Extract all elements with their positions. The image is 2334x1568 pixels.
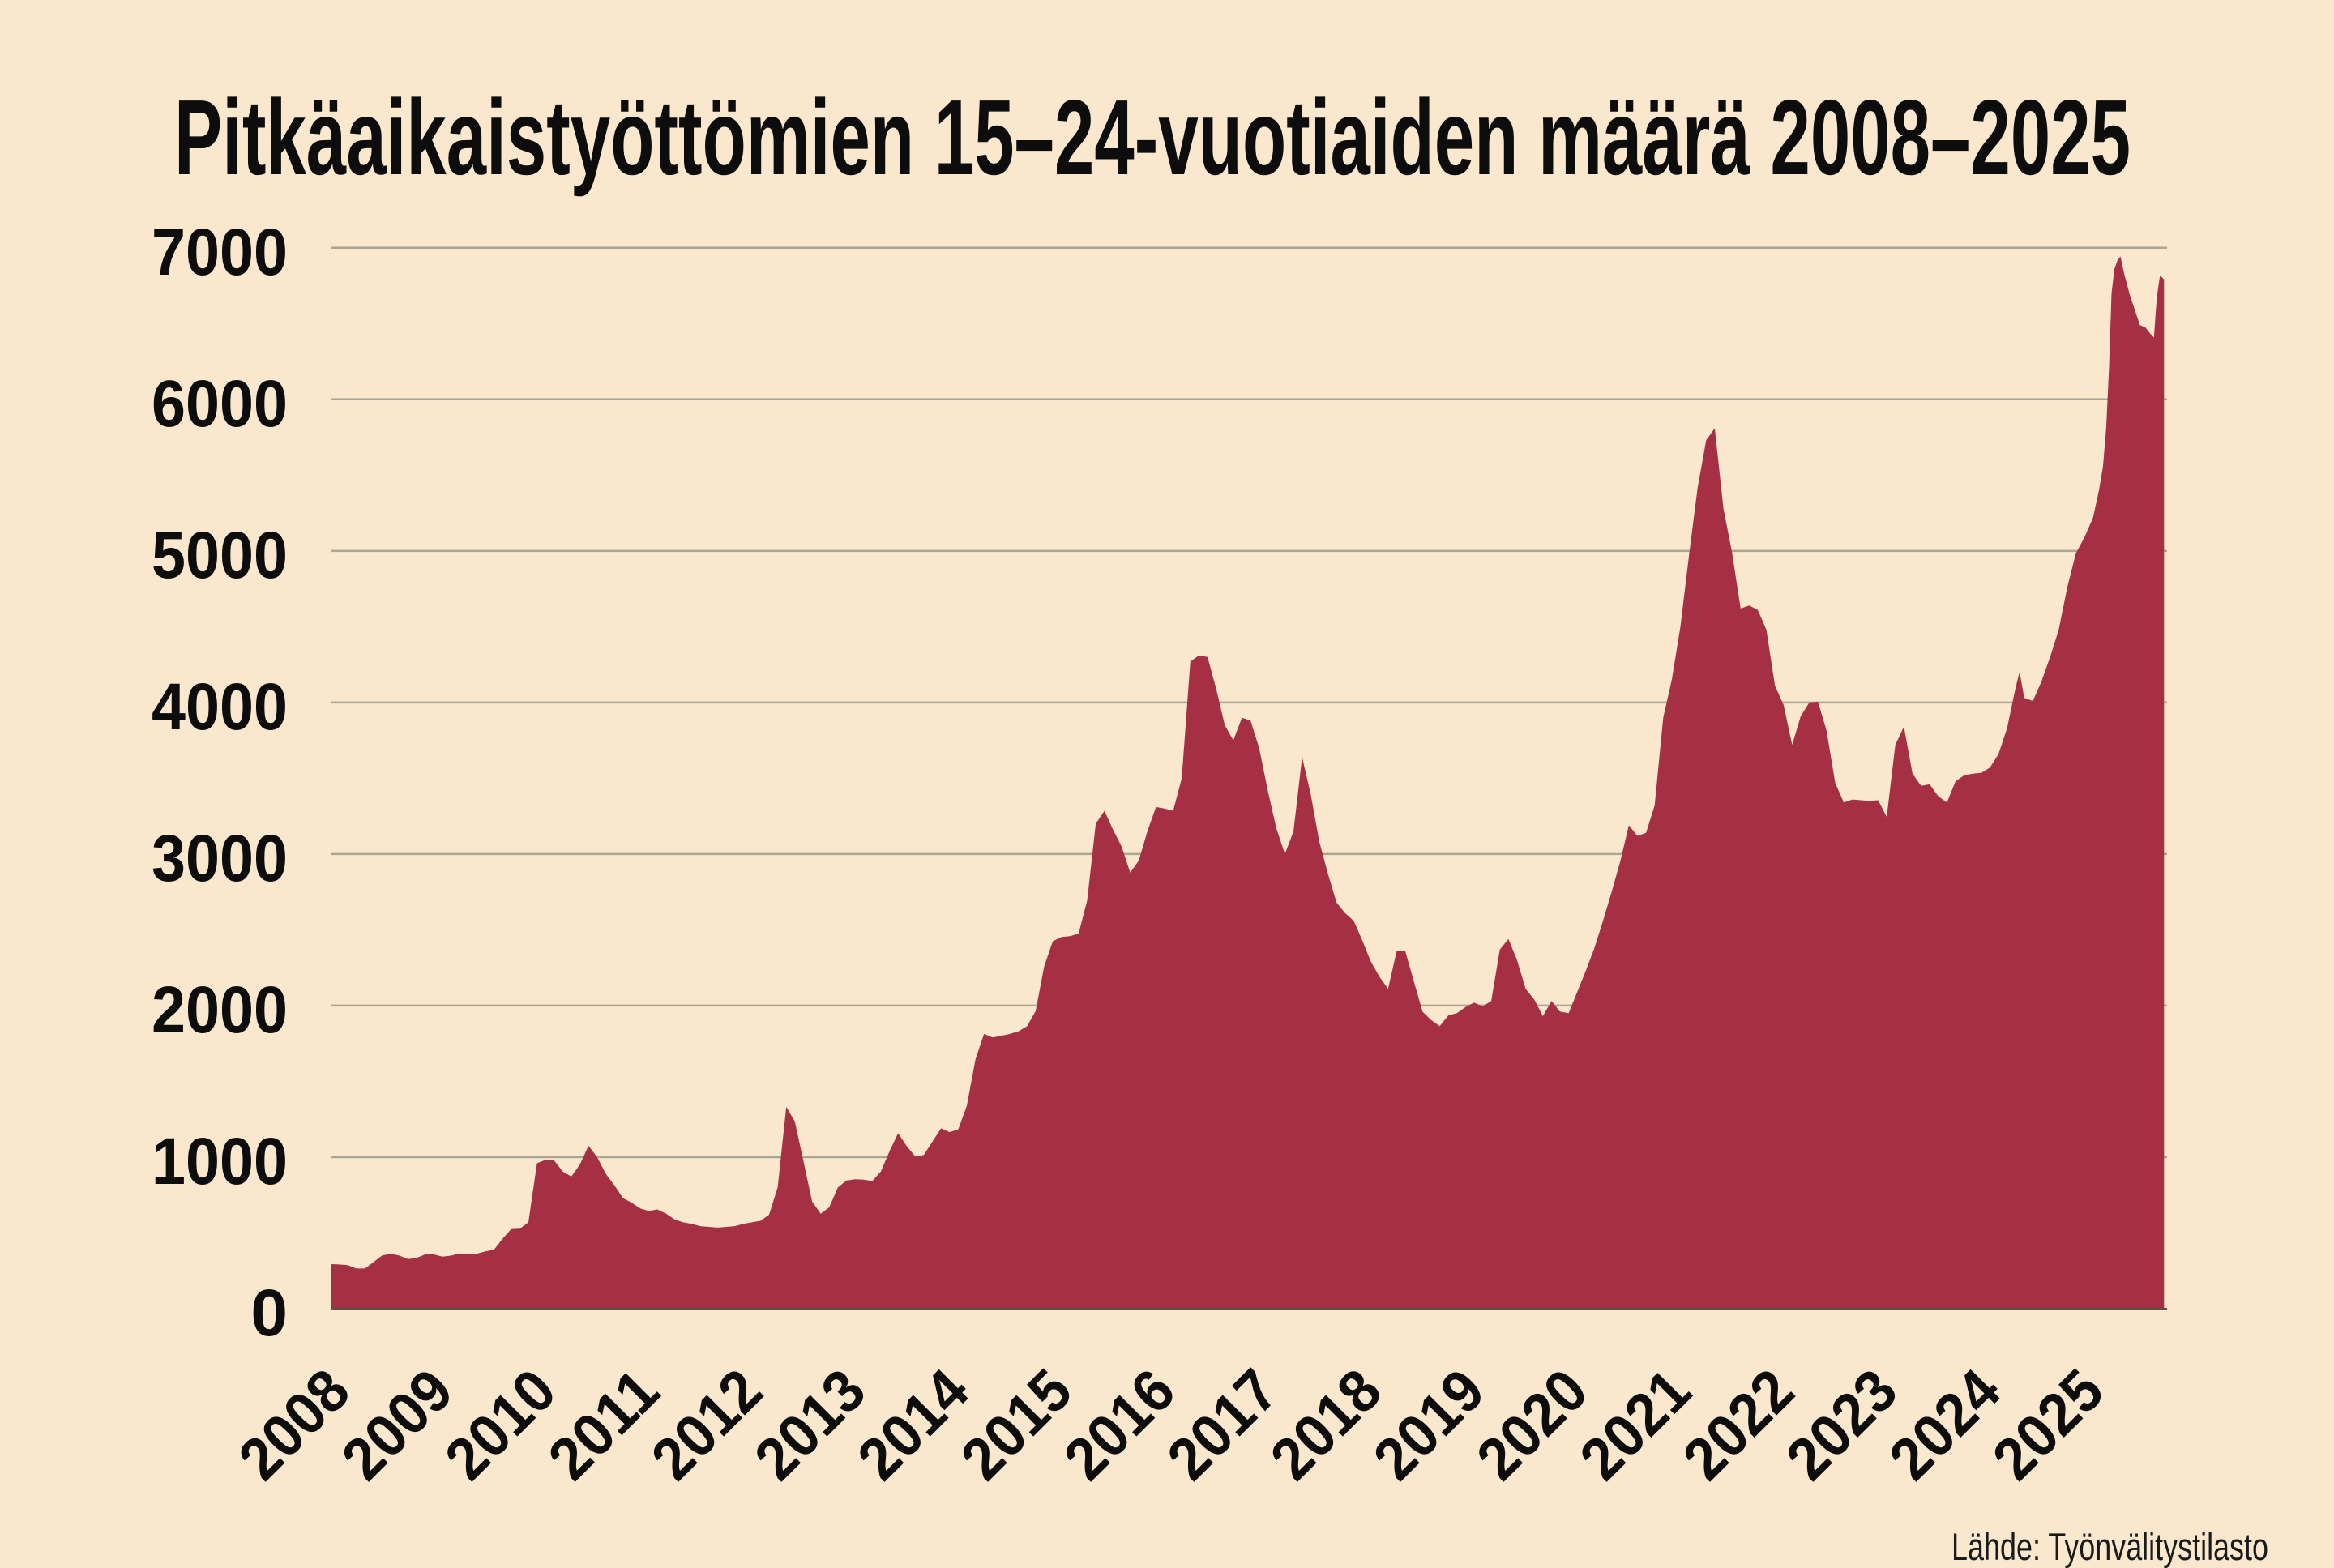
svg-text:Lähde: Työnvälitystilasto: Lähde: Työnvälitystilasto	[1951, 1525, 2268, 1568]
svg-text:Pitkäaikaistyöttömien 15–24-vu: Pitkäaikaistyöttömien 15–24-vuotiaiden m…	[174, 78, 2131, 197]
svg-text:4000: 4000	[152, 670, 288, 744]
svg-text:6000: 6000	[152, 367, 288, 441]
svg-text:2000: 2000	[152, 973, 288, 1047]
svg-text:5000: 5000	[152, 519, 288, 592]
svg-text:7000: 7000	[152, 216, 288, 289]
svg-text:3000: 3000	[152, 822, 288, 895]
svg-text:0: 0	[250, 1276, 288, 1350]
svg-text:1000: 1000	[152, 1125, 288, 1198]
